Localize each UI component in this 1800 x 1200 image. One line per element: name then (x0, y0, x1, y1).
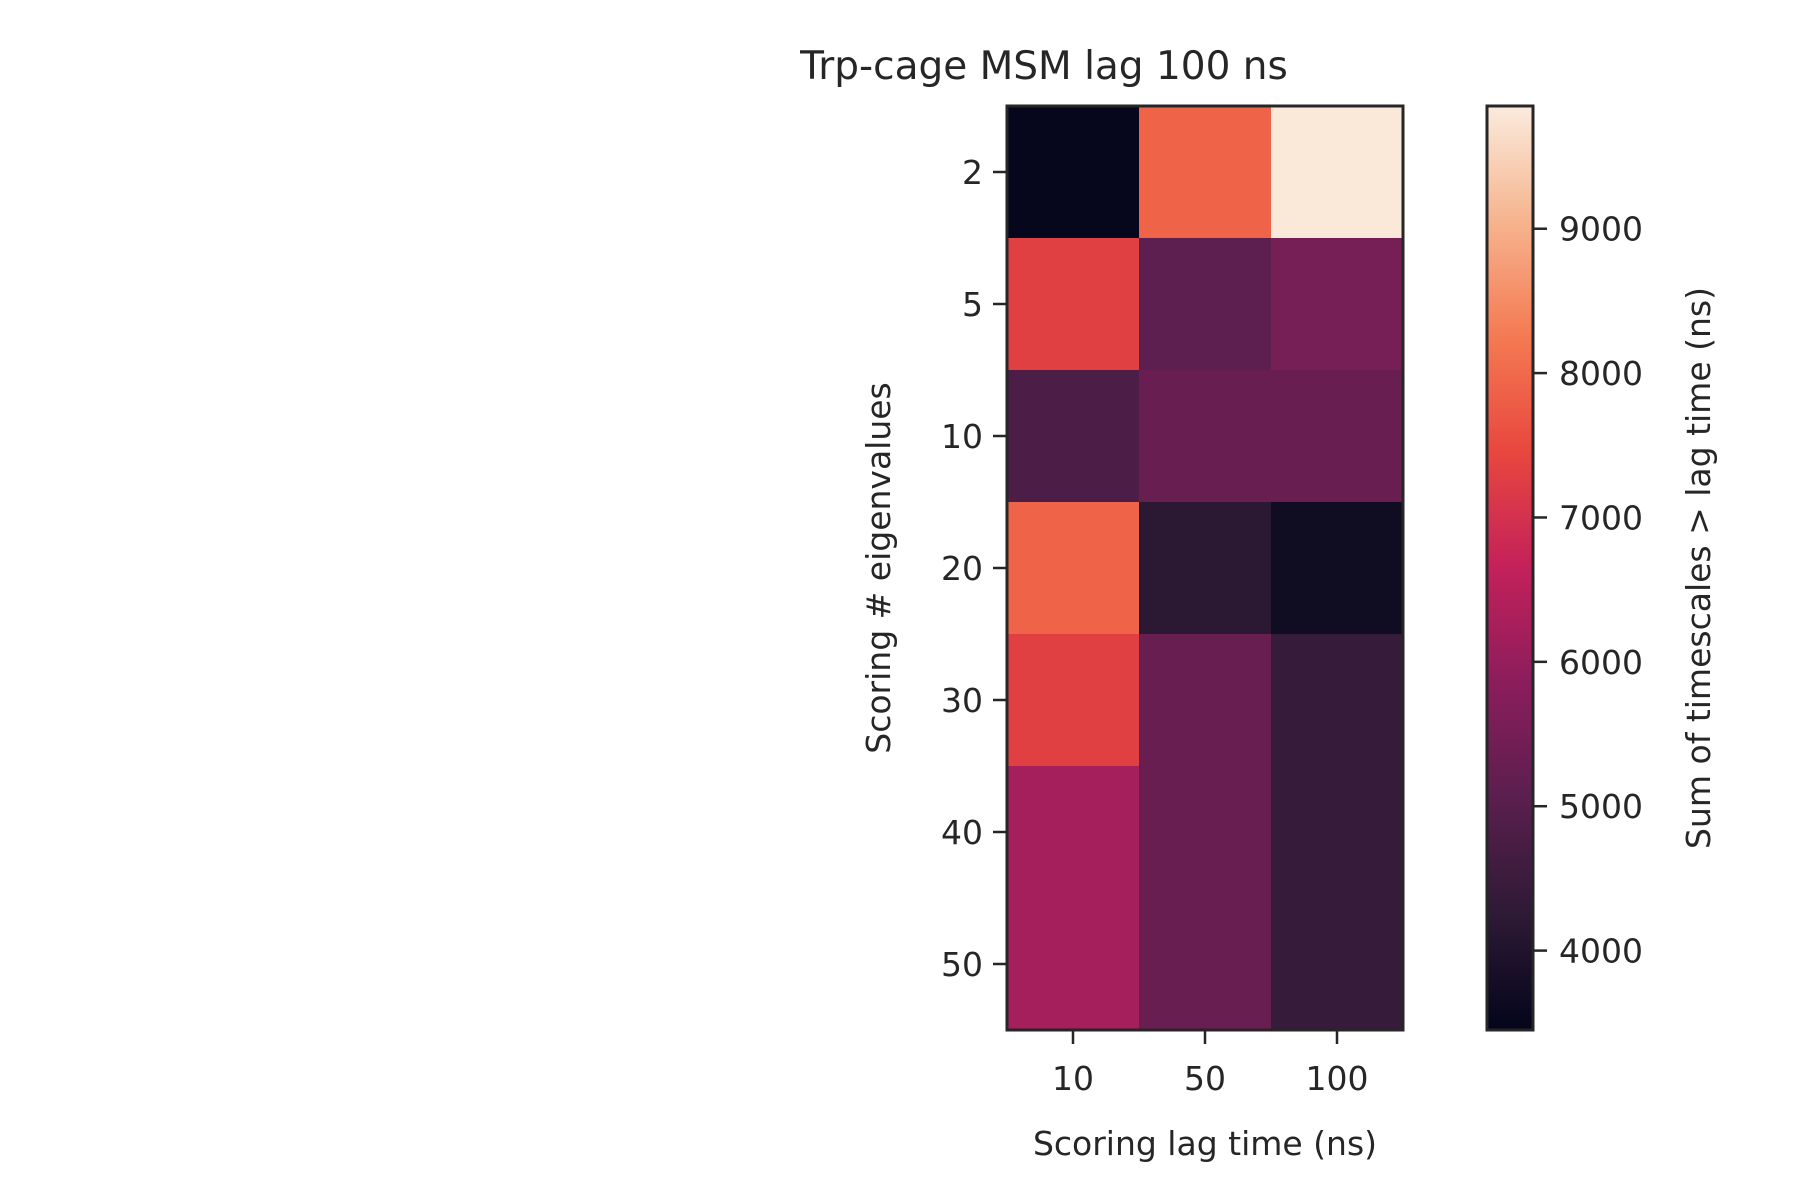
heatmap-cell (1271, 766, 1404, 899)
x-axis-label: Scoring lag time (ns) (1033, 1124, 1377, 1163)
heatmap-cell (1139, 370, 1272, 503)
heatmap-cell (1007, 766, 1140, 899)
chart-title: Trp-cage MSM lag 100 ns (799, 44, 1288, 89)
colorbar-tick-label: 5000 (1559, 787, 1643, 826)
y-tick-label: 2 (962, 153, 983, 192)
heatmap-cell (1007, 370, 1140, 503)
heatmap-cell (1007, 898, 1140, 1031)
colorbar-tick-label: 8000 (1559, 354, 1643, 393)
y-tick-label: 20 (941, 549, 983, 588)
heatmap-cell (1139, 634, 1272, 767)
colorbar (1485, 104, 1535, 1032)
heatmap-cell (1271, 238, 1404, 371)
heatmap-cell (1271, 898, 1404, 1031)
heatmap-cell (1139, 238, 1272, 371)
heatmap-cell (1007, 634, 1140, 767)
colorbar-tick-label: 6000 (1559, 643, 1643, 682)
y-tick-label: 30 (941, 681, 983, 720)
y-tick-label: 5 (962, 285, 983, 324)
heatmap-cell (1007, 238, 1140, 371)
y-tick-label: 50 (941, 945, 983, 984)
y-axis-label: Scoring # eigenvalues (859, 382, 898, 753)
heatmap-cell (1007, 502, 1140, 635)
x-tick-label: 100 (1306, 1059, 1369, 1098)
heatmap-cell (1271, 370, 1404, 503)
x-axis: 10 50 100 (1052, 1030, 1369, 1098)
colorbar-ticks: 4000 5000 6000 7000 8000 9000 (1533, 210, 1643, 971)
heatmap-cell (1271, 634, 1404, 767)
heatmap-cell (1139, 502, 1272, 635)
y-tick-label: 40 (941, 813, 983, 852)
heatmap-cell (1139, 898, 1272, 1031)
heatmap-cell (1007, 106, 1140, 239)
x-tick-label: 10 (1052, 1059, 1094, 1098)
heatmap-cell (1139, 106, 1272, 239)
heatmap-cell (1271, 106, 1404, 239)
y-axis: 2 5 10 20 30 40 50 (941, 153, 1007, 984)
heatmap-cell (1139, 766, 1272, 899)
x-tick-label: 50 (1184, 1059, 1226, 1098)
colorbar-tick-label: 7000 (1559, 498, 1643, 537)
y-tick-label: 10 (941, 417, 983, 456)
colorbar-tick-label: 4000 (1559, 932, 1643, 971)
colorbar-label: Sum of timescales > lag time (ns) (1679, 287, 1718, 849)
heatmap-cell (1271, 502, 1404, 635)
heatmap-cells (1007, 106, 1404, 1031)
colorbar-tick-label: 9000 (1559, 210, 1643, 249)
